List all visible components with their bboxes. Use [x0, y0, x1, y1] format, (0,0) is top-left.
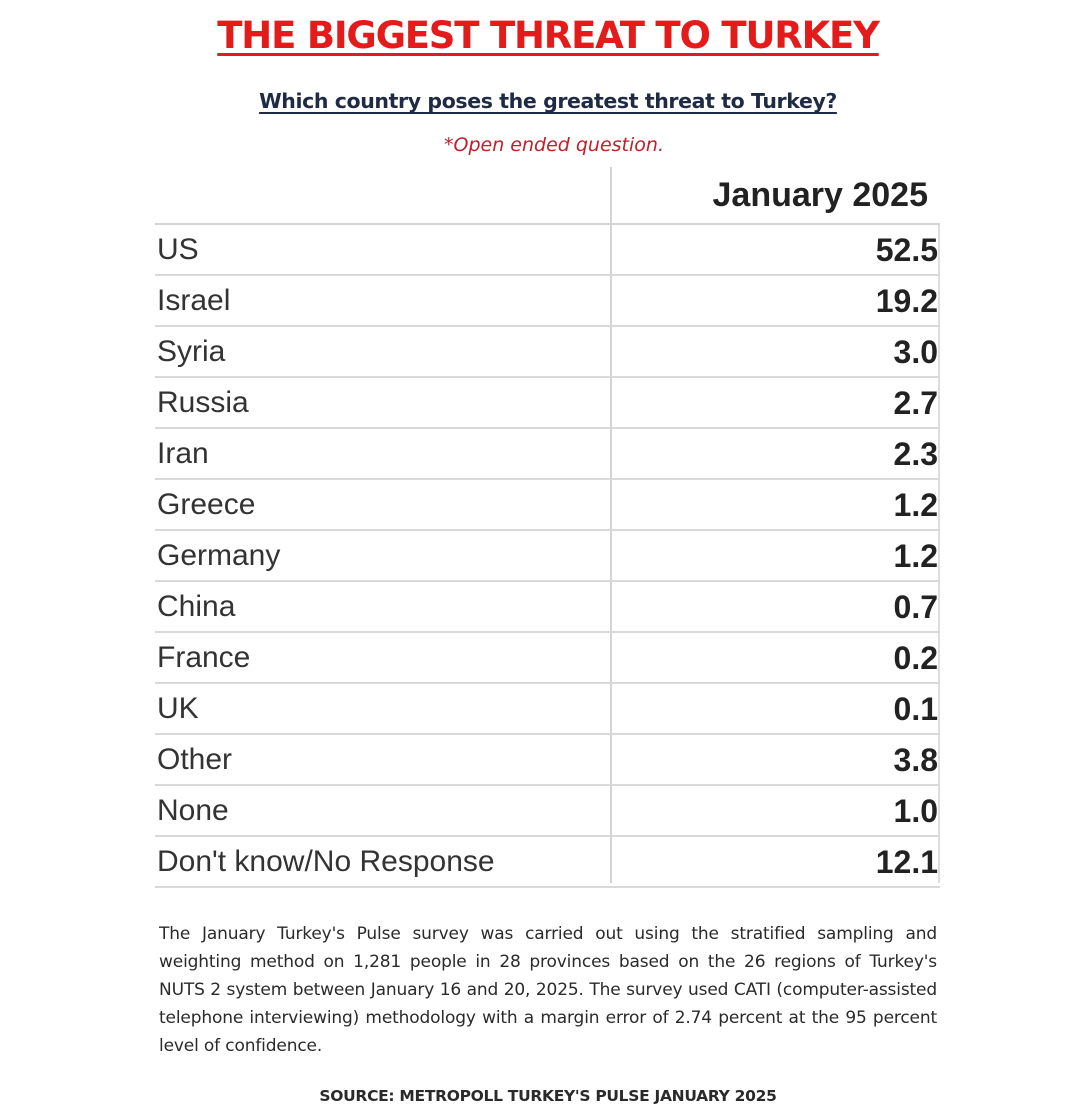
table-right-border: [938, 223, 940, 883]
open-question-note: *Open ended question.: [444, 134, 664, 156]
percentage-value: 2.3: [893, 436, 938, 472]
percentage-value: 1.2: [893, 538, 938, 574]
table-row: China 0.7: [155, 582, 940, 633]
country-label: China: [157, 590, 236, 623]
country-label: Russia: [157, 386, 249, 419]
table-row: Israel 19.2: [155, 276, 940, 327]
column-header-january-2025: January 2025: [712, 176, 929, 214]
country-label: Greece: [157, 488, 256, 521]
table-body: US 52.5 Israel 19.2 Syria 3.0 Russia 2.7 Iran 2.3…: [155, 225, 940, 888]
question-subtitle: Which country poses the greatest threat …: [259, 89, 837, 113]
country-label: US: [157, 233, 199, 266]
country-label: Other: [157, 743, 233, 776]
country-label: Iran: [157, 437, 209, 470]
country-label: UK: [157, 692, 199, 725]
percentage-value: 2.7: [893, 385, 938, 421]
percentage-value: 12.1: [875, 844, 938, 880]
source-line: SOURCE: METROPOLL TURKEY'S PULSE JANUARY…: [319, 1087, 777, 1105]
methodology-text: The January Turkey's Pulse survey was ca…: [159, 924, 937, 1056]
table-row: Don't know/No Response 12.1: [155, 837, 940, 888]
table-row: Russia 2.7: [155, 378, 940, 429]
table-row: Other 3.8: [155, 735, 940, 786]
percentage-value: 52.5: [875, 232, 938, 268]
percentage-value: 19.2: [875, 283, 938, 319]
percentage-value: 3.0: [893, 334, 938, 370]
table-row: UK 0.1: [155, 684, 940, 735]
table-header-row: January 2025: [155, 167, 940, 225]
country-label: None: [157, 794, 229, 827]
column-divider: [610, 167, 612, 883]
table-row: None 1.0: [155, 786, 940, 837]
percentage-value: 1.0: [893, 793, 938, 829]
percentage-value: 1.2: [893, 487, 938, 523]
country-label: Germany: [157, 539, 281, 572]
table-row: Iran 2.3: [155, 429, 940, 480]
table-row: France 0.2: [155, 633, 940, 684]
table-row: US 52.5: [155, 225, 940, 276]
percentage-value: 0.2: [893, 640, 938, 676]
country-label: France: [157, 641, 251, 674]
percentage-value: 0.1: [893, 691, 938, 727]
country-label: Israel: [157, 284, 231, 317]
table-row: Germany 1.2: [155, 531, 940, 582]
table-row: Greece 1.2: [155, 480, 940, 531]
country-label: Don't know/No Response: [157, 845, 495, 878]
table-row: Syria 3.0: [155, 327, 940, 378]
page-title: THE BIGGEST THREAT TO TURKEY: [217, 14, 880, 57]
percentage-value: 0.7: [893, 589, 938, 625]
results-table: January 2025 US 52.5 Israel 19.2 Syria 3.0 Rus…: [155, 167, 940, 888]
percentage-value: 3.8: [893, 742, 938, 778]
country-label: Syria: [157, 335, 226, 368]
